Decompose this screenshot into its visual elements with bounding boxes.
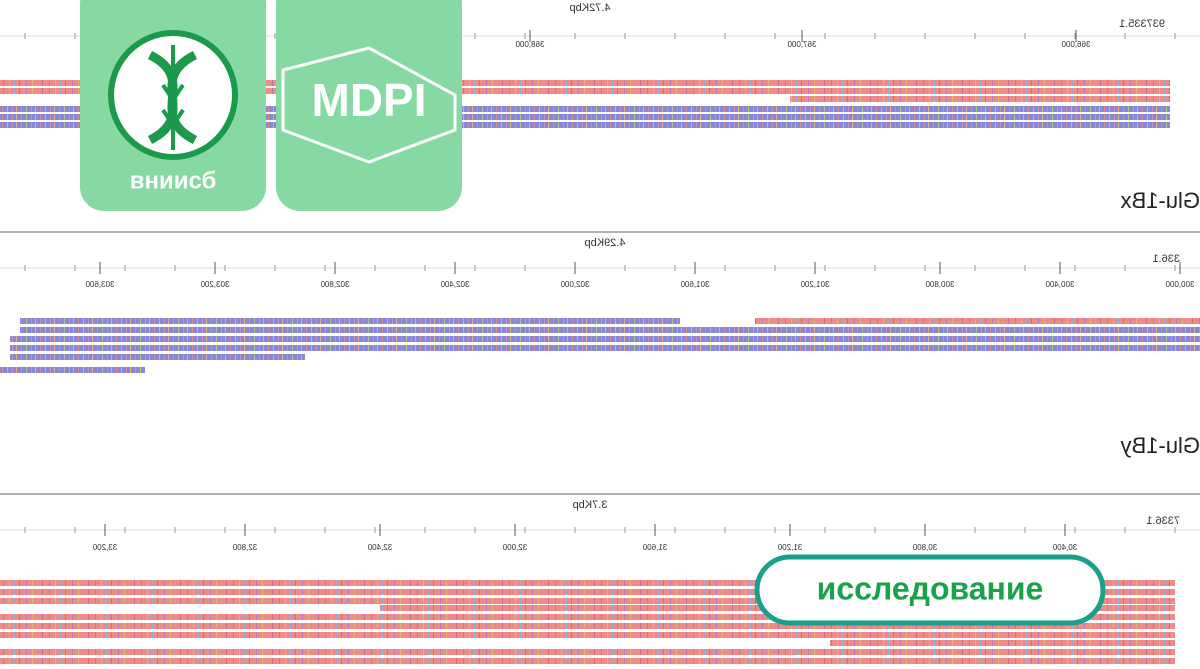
tick-label-group: 302,000 <box>560 280 589 289</box>
tick-label: 366,000 <box>1061 40 1090 49</box>
region-size-group: 4.72Kbp <box>570 2 611 14</box>
gene-label-group: Glu-1By <box>1121 433 1200 458</box>
tick-label-group: 301,200 <box>800 280 829 289</box>
read <box>0 367 145 373</box>
publisher-logo: MDPI <box>276 0 462 211</box>
gene-label: Glu-1By <box>1121 433 1200 458</box>
read <box>830 640 1175 646</box>
tick-label-group: 30,400 <box>1052 543 1077 552</box>
accession: 7336.1 <box>1146 515 1180 527</box>
tick-label-group: 32,000 <box>502 543 527 552</box>
tick-label: 31,200 <box>777 543 802 552</box>
read <box>755 318 1200 324</box>
tick-label: 300,800 <box>925 280 954 289</box>
tick-label-group: 300,800 <box>925 280 954 289</box>
tick-label-group: 302,800 <box>320 280 349 289</box>
tick-label: 302,400 <box>440 280 469 289</box>
tick-label-group: 302,400 <box>440 280 469 289</box>
read <box>0 80 1170 86</box>
tick-label: 31,600 <box>642 543 667 552</box>
accession: 937335.1 <box>1119 18 1165 30</box>
read <box>0 106 1170 112</box>
tick-label: 301,200 <box>800 280 829 289</box>
tick-label: 367,000 <box>787 40 816 49</box>
institute-name: вниисб <box>130 167 217 194</box>
tick-label-group: 367,000 <box>787 40 816 49</box>
region-size: 3.7Kbp <box>573 499 608 511</box>
tick-label-group: 301,600 <box>680 280 709 289</box>
gene-label-group: Glu-1Bx <box>1121 188 1200 213</box>
institute-logo: вниисб <box>80 0 266 211</box>
tick-label: 303,600 <box>85 280 114 289</box>
region-size-group: 4.29Kbp <box>585 237 626 249</box>
tick-label: 30,800 <box>912 543 937 552</box>
accession-group: 937335.1 <box>1119 18 1165 30</box>
tick-label-group: 300,400 <box>1045 280 1074 289</box>
tick-label-group: 368,000 <box>515 40 544 49</box>
tick-label: 33,200 <box>92 543 117 552</box>
read <box>20 318 680 324</box>
read <box>10 336 1200 342</box>
tick-label-group: 366,000 <box>1061 40 1090 49</box>
tick-label-group: 303,600 <box>85 280 114 289</box>
tick-label: 301,600 <box>680 280 709 289</box>
accession-group: 336.1 <box>1152 253 1180 265</box>
gene-label: Glu-1Bx <box>1121 188 1200 213</box>
read <box>0 88 1170 94</box>
tick-label-group: 30,800 <box>912 543 937 552</box>
tick-label-group: 300,000 <box>1165 280 1194 289</box>
read <box>10 354 305 360</box>
accession-group: 7336.1 <box>1146 515 1180 527</box>
publisher-name: MDPI <box>312 74 427 126</box>
badge: исследование <box>754 554 1106 626</box>
read <box>0 658 1175 664</box>
region-size: 4.29Kbp <box>585 237 626 249</box>
read <box>0 122 1170 128</box>
read <box>10 345 1200 351</box>
read <box>20 327 1200 333</box>
read <box>0 632 1175 638</box>
tick-label: 300,400 <box>1045 280 1074 289</box>
accession: 336.1 <box>1152 253 1180 265</box>
region-size-group: 3.7Kbp <box>573 499 608 511</box>
tick-label: 32,800 <box>232 543 257 552</box>
tick-label: 30,400 <box>1052 543 1077 552</box>
read <box>0 614 1175 620</box>
read <box>0 114 1170 120</box>
tick-label: 368,000 <box>515 40 544 49</box>
read <box>0 580 1175 586</box>
tick-label-group: 32,800 <box>232 543 257 552</box>
tick-label-group: 31,200 <box>777 543 802 552</box>
tick-label-group: 303,200 <box>200 280 229 289</box>
read <box>0 598 1175 604</box>
tick-label: 302,800 <box>320 280 349 289</box>
region-size: 4.72Kbp <box>570 2 611 14</box>
tick-label: 32,000 <box>502 543 527 552</box>
tick-label-group: 33,200 <box>92 543 117 552</box>
badge-text: исследование <box>817 570 1044 606</box>
tick-label: 300,000 <box>1165 280 1194 289</box>
read <box>0 623 1175 629</box>
tick-label-group: 31,600 <box>642 543 667 552</box>
read <box>790 96 1170 102</box>
tick-label: 303,200 <box>200 280 229 289</box>
read <box>0 649 1175 655</box>
tick-label: 302,000 <box>560 280 589 289</box>
tick-label-group: 32,400 <box>367 543 392 552</box>
tick-label: 32,400 <box>367 543 392 552</box>
